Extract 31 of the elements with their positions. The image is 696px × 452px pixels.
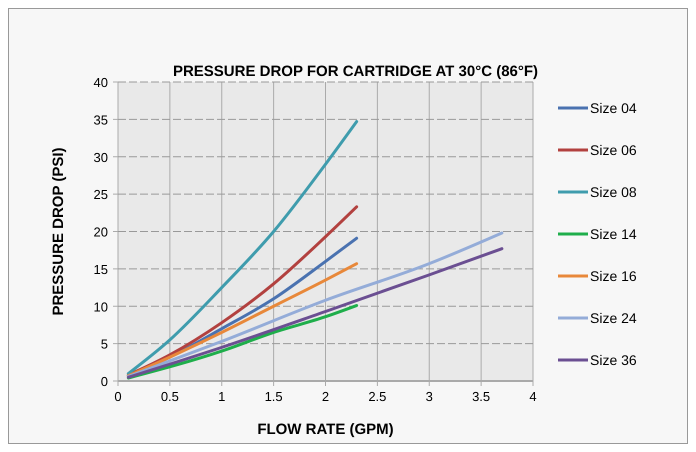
y-axis-title: PRESSURE DROP (PSI) xyxy=(50,147,67,316)
chart-title: PRESSURE DROP FOR CARTRIDGE AT 30°C (86°F) xyxy=(172,63,538,80)
x-tick-label: 2.5 xyxy=(368,389,386,404)
y-tick-label: 0 xyxy=(100,374,108,389)
legend-label: Size 14 xyxy=(590,226,637,242)
y-tick-label: 35 xyxy=(94,112,108,128)
x-tick-label: 1.5 xyxy=(264,389,283,404)
legend-label: Size 16 xyxy=(590,268,637,284)
y-tick-label: 5 xyxy=(100,336,108,352)
x-tick-label: 3 xyxy=(426,389,433,404)
x-tick-label: 0 xyxy=(114,389,122,404)
x-tick-label: 1 xyxy=(218,389,226,404)
line-series xyxy=(126,120,358,376)
y-tick-label: 20 xyxy=(94,224,108,240)
x-tick-label: 3.5 xyxy=(472,389,490,404)
x-tick-label: 2 xyxy=(322,389,330,404)
legend-label: Size 08 xyxy=(590,184,637,200)
line-series xyxy=(126,304,358,380)
legend-label: Size 36 xyxy=(590,352,637,368)
y-tick-label: 30 xyxy=(94,150,108,165)
y-tick-label: 10 xyxy=(94,299,108,314)
legend-label: Size 06 xyxy=(590,142,637,158)
x-tick-label: 4 xyxy=(529,389,537,404)
legend-label: Size 04 xyxy=(590,100,637,116)
y-tick-label: 40 xyxy=(94,75,108,90)
x-axis-title: FLOW RATE (GPM) xyxy=(257,421,394,438)
y-tick-label: 15 xyxy=(94,262,108,277)
legend-label: Size 24 xyxy=(590,310,637,326)
line-series xyxy=(126,262,358,378)
y-tick-label: 25 xyxy=(94,187,108,202)
x-tick-label: 0.5 xyxy=(160,389,179,404)
